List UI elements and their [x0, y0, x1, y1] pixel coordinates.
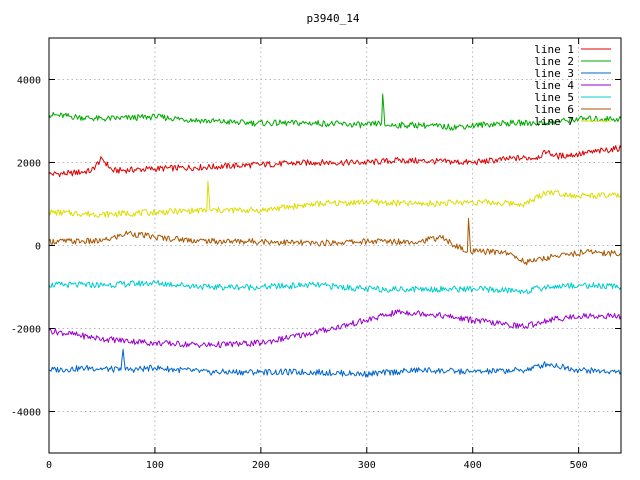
- x-tick-label: 300: [358, 460, 376, 471]
- y-tick-label: 4000: [17, 76, 41, 87]
- tick-layer: 0 100 200 300 400 500 -4000 -2000 0 2000 4000: [11, 38, 621, 471]
- series-line-5: [48, 280, 622, 295]
- chart-title: p3940_14: [307, 12, 360, 25]
- legend-label: line 1: [534, 43, 574, 56]
- series-line-6: [48, 218, 622, 266]
- series-layer: [48, 93, 622, 378]
- series-line-1: [48, 145, 622, 178]
- x-tick-label: 400: [464, 460, 482, 471]
- x-tick-label: 100: [146, 460, 164, 471]
- grid: [49, 38, 621, 453]
- x-tick-label: 0: [46, 460, 52, 471]
- legend-label: line 7: [534, 115, 574, 128]
- legend-label: line 5: [534, 91, 574, 104]
- legend-label: line 6: [534, 103, 574, 116]
- x-tick-label: 500: [570, 460, 588, 471]
- y-tick-label: 0: [35, 242, 41, 253]
- legend-label: line 3: [534, 67, 574, 80]
- series-line-3: [48, 348, 622, 378]
- series-line-4: [48, 309, 622, 348]
- x-tick-label: 200: [252, 460, 270, 471]
- legend-label: line 2: [534, 55, 574, 68]
- series-line-7: [48, 180, 622, 218]
- y-tick-label: -2000: [11, 325, 41, 336]
- y-tick-label: 2000: [17, 159, 41, 170]
- legend-label: line 4: [534, 79, 574, 92]
- series-line-2: [48, 93, 622, 131]
- y-tick-label: -4000: [11, 408, 41, 419]
